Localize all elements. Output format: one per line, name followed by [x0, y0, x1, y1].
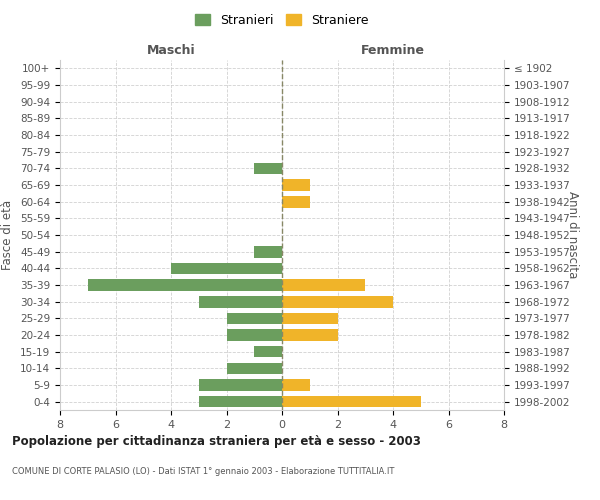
Y-axis label: Fasce di età: Fasce di età	[1, 200, 14, 270]
Bar	[282, 279, 365, 291]
Bar	[254, 346, 282, 358]
Bar	[282, 312, 337, 324]
Text: Maschi: Maschi	[146, 44, 196, 57]
Bar	[282, 396, 421, 407]
Bar	[227, 329, 282, 341]
Bar	[227, 312, 282, 324]
Bar	[199, 379, 282, 391]
Bar	[282, 196, 310, 207]
Bar	[227, 362, 282, 374]
Bar	[282, 329, 337, 341]
Bar	[254, 162, 282, 174]
Bar	[171, 262, 282, 274]
Bar	[282, 179, 310, 191]
Bar	[88, 279, 282, 291]
Bar	[199, 296, 282, 308]
Text: COMUNE DI CORTE PALASIO (LO) - Dati ISTAT 1° gennaio 2003 - Elaborazione TUTTITA: COMUNE DI CORTE PALASIO (LO) - Dati ISTA…	[12, 468, 394, 476]
Bar	[254, 246, 282, 258]
Text: Popolazione per cittadinanza straniera per età e sesso - 2003: Popolazione per cittadinanza straniera p…	[12, 435, 421, 448]
Legend: Stranieri, Straniere: Stranieri, Straniere	[190, 8, 374, 32]
Bar	[282, 379, 310, 391]
Y-axis label: Anni di nascita: Anni di nascita	[566, 192, 579, 278]
Bar	[282, 296, 393, 308]
Text: Femmine: Femmine	[361, 44, 425, 57]
Bar	[199, 396, 282, 407]
